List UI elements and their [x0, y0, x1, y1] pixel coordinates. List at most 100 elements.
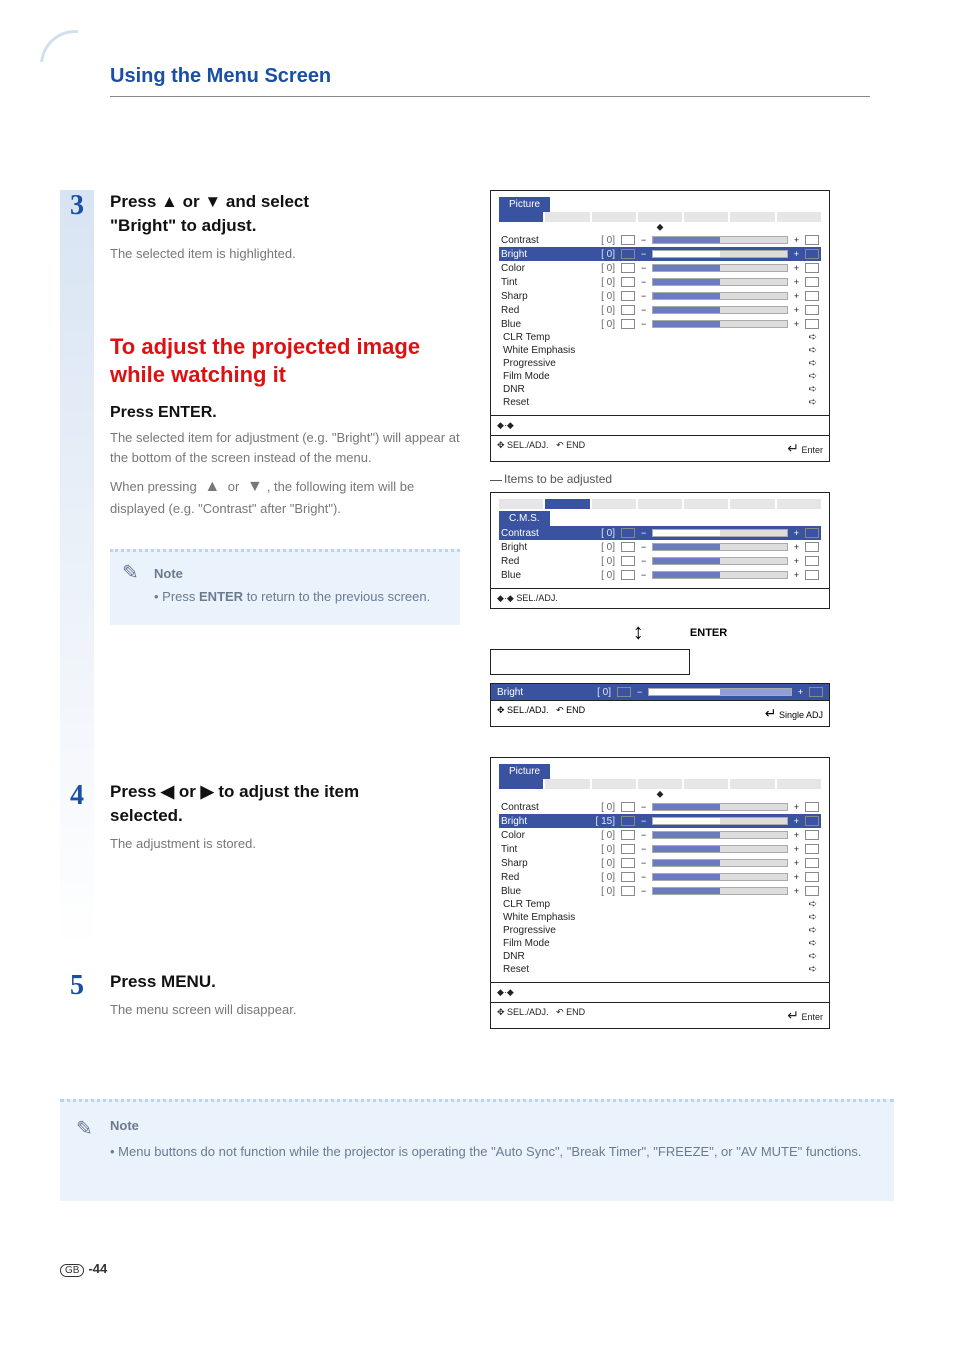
- osd-list-row: Progressive➪: [499, 924, 821, 937]
- osd-cursor-icon: ⬥: [499, 789, 821, 800]
- down-triangle-icon: ▼: [247, 478, 263, 495]
- slider-left-icon: [621, 556, 635, 566]
- osd3-inner: Picture ⬥ Contrast[ 0]−+Bright[ 15]−+Col…: [491, 758, 829, 982]
- plus-icon: +: [794, 319, 799, 329]
- plus-icon: +: [794, 291, 799, 301]
- osd-panel-1: Picture ⬥ Contrast[ 0]−+Bright[ 0]−+Colo…: [490, 190, 830, 462]
- slider-bar: [652, 543, 787, 551]
- osd-list-row: DNR➪: [499, 950, 821, 963]
- tabstrip-item: [499, 779, 543, 789]
- bottom-note-inner: ✎ Note • Menu buttons do not function wh…: [76, 1116, 878, 1161]
- osd-row-label: Red: [501, 556, 579, 567]
- enter-label: ENTER: [690, 627, 727, 639]
- items-to-adjust-label: Items to be adjusted: [504, 472, 870, 486]
- note-pencil-icon: ✎: [122, 558, 139, 588]
- down-triangle-icon: ▼: [204, 192, 221, 211]
- osd3-list-rows: CLR Temp➪White Emphasis➪Progressive➪Film…: [499, 898, 821, 976]
- tabstrip-item: [730, 779, 774, 789]
- page-footer: GB-44: [60, 1261, 894, 1276]
- osd2-tab: C.M.S.: [499, 511, 550, 526]
- tabstrip-item: [777, 779, 821, 789]
- osd-list-row: CLR Temp➪: [499, 331, 821, 344]
- osd-slider-row: Bright[ 15]−+: [499, 814, 821, 828]
- slider-left-icon: [621, 249, 635, 259]
- tabstrip-item: [638, 499, 682, 509]
- plus-icon: +: [794, 249, 799, 259]
- step4-text-line2: selected.: [110, 806, 183, 825]
- slider-bar: [652, 831, 787, 839]
- osd-row-label: Bright: [501, 542, 579, 553]
- slider-left-icon: [621, 858, 635, 868]
- plus-icon: +: [794, 802, 799, 812]
- osd-list-label: Progressive: [503, 925, 556, 936]
- page: Using the Menu Screen 3 Press ▲ or ▼ and…: [0, 0, 954, 1316]
- up-triangle-icon: ▲: [161, 192, 178, 211]
- osd-row-value: [ 0]: [585, 277, 615, 288]
- step-5: 5 Press MENU. The menu screen will disap…: [60, 970, 460, 1029]
- slider-bar: [652, 292, 787, 300]
- minus-icon: −: [641, 886, 646, 896]
- osd-slider-row: Bright[ 0]−+: [499, 247, 821, 261]
- osd2-tabstrip: [499, 499, 821, 509]
- osd-slider-row: Bright[ 0]−+: [499, 540, 821, 554]
- osd-slider-row: Contrast[ 0]−+: [499, 800, 821, 814]
- osd-list-label: CLR Temp: [503, 899, 550, 910]
- osd3-sl: ✥ SEL./ADJ. ↶ END: [497, 1007, 585, 1024]
- osd-list-row: Film Mode➪: [499, 937, 821, 950]
- osd-row-value: [ 0]: [585, 235, 615, 246]
- step5-menu-kw: MENU: [161, 972, 211, 991]
- osd-row-value: [ 0]: [585, 872, 615, 883]
- osd-slider-row: Contrast[ 0]−+: [499, 233, 821, 247]
- single-sr-text: Single ADJ: [779, 710, 823, 720]
- tabstrip-item: [684, 779, 728, 789]
- minus-icon: −: [641, 816, 646, 826]
- osd-list-label: DNR: [503, 951, 525, 962]
- slider-bar: [652, 873, 787, 881]
- osd1-status-left: ◆·◆: [497, 420, 514, 431]
- osd1-tabstrip: [499, 212, 821, 222]
- osd-slider-row: Blue[ 0]−+: [499, 317, 821, 331]
- chevron-right-icon: ➪: [809, 397, 817, 408]
- note-a: Press: [162, 589, 199, 604]
- slider-right-icon: [805, 816, 819, 826]
- single-sl: ✥ SEL./ADJ. ↶ END: [497, 705, 585, 722]
- left-triangle-icon: ◀: [161, 782, 174, 801]
- slider-left-icon: [621, 319, 635, 329]
- minus-icon: −: [641, 319, 646, 329]
- osd-row-label: Red: [501, 305, 579, 316]
- step3-grey2-c: or: [224, 479, 243, 494]
- slider-right-icon: [805, 235, 819, 245]
- osd-list-label: Progressive: [503, 358, 556, 369]
- osd-list-row: Progressive➪: [499, 357, 821, 370]
- osd-list-row: White Emphasis➪: [499, 911, 821, 924]
- osd-row-label: Tint: [501, 844, 579, 855]
- plus-icon: +: [794, 305, 799, 315]
- slider-bar: [652, 250, 787, 258]
- bottom-note-title: Note: [110, 1116, 878, 1136]
- tabstrip-item: [684, 499, 728, 509]
- chevron-right-icon: ➪: [809, 345, 817, 356]
- step5-instruction: Press MENU.: [110, 970, 460, 994]
- osd-slider-row: Tint[ 0]−+: [499, 842, 821, 856]
- slider-right-icon: [805, 249, 819, 259]
- slider-left-icon: [621, 528, 635, 538]
- enter-icon: ↵: [787, 440, 799, 456]
- plus-icon: +: [794, 542, 799, 552]
- plus-icon: +: [798, 687, 803, 697]
- osd-row-value: [ 0]: [585, 528, 615, 539]
- single-bar-row: Bright [ 0] − +: [491, 684, 829, 700]
- single-label: Bright: [497, 687, 575, 698]
- osd-row-label: Color: [501, 263, 579, 274]
- osd1-end-text: END: [566, 440, 585, 450]
- slider-left-icon: [621, 277, 635, 287]
- up-triangle-icon: ▲: [204, 478, 220, 495]
- osd-row-label: Bright: [501, 816, 579, 827]
- plus-icon: +: [794, 858, 799, 868]
- osd1-slider-rows: Contrast[ 0]−+Bright[ 0]−+Color[ 0]−+Tin…: [499, 233, 821, 331]
- tabstrip-item: [545, 212, 589, 222]
- slider-right-icon: [805, 528, 819, 538]
- step5-grey-note: The menu screen will disappear.: [110, 994, 460, 1030]
- osd-row-label: Contrast: [501, 528, 579, 539]
- minus-icon: −: [641, 802, 646, 812]
- bottom-note-body: • Menu buttons do not function while the…: [110, 1142, 878, 1162]
